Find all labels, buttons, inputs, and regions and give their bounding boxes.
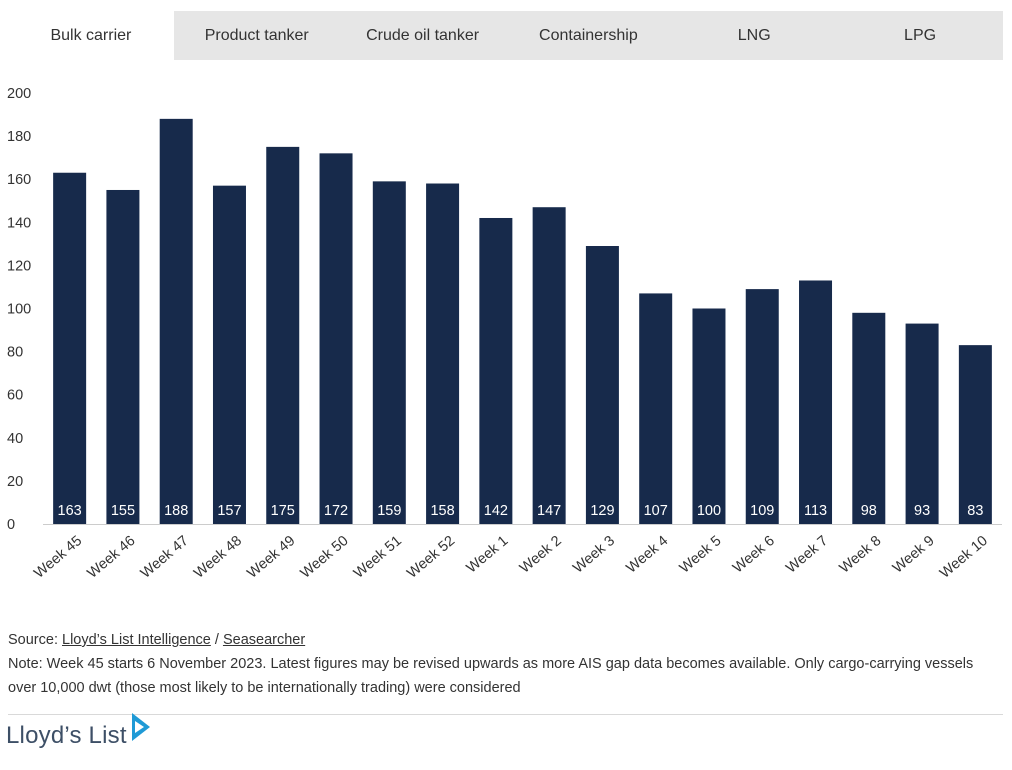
bar-value-label: 100 (697, 503, 721, 519)
bar-value-label: 158 (430, 503, 454, 519)
x-tick-label: Week 9 (890, 533, 938, 577)
bar[interactable] (532, 207, 566, 524)
bar[interactable] (958, 345, 992, 524)
bar[interactable] (745, 289, 779, 524)
y-tick-label: 20 (7, 474, 23, 490)
tab-containership[interactable]: Containership (539, 26, 638, 44)
bar[interactable] (639, 293, 673, 524)
x-tick-label: Week 51 (351, 533, 405, 582)
bar[interactable] (799, 280, 833, 524)
bar-value-label: 98 (861, 503, 877, 519)
bar-value-label: 172 (324, 503, 348, 519)
bar[interactable] (212, 185, 246, 524)
y-tick-label: 200 (7, 86, 31, 102)
y-tick-label: 120 (7, 258, 31, 274)
source-prefix: Source: (8, 632, 62, 648)
y-tick-label: 140 (7, 215, 31, 231)
y-tick-label: 40 (7, 431, 23, 447)
chart-note: Note: Week 45 starts 6 November 2023. La… (8, 656, 974, 696)
x-tick-label: Week 47 (138, 533, 192, 582)
bar[interactable] (692, 308, 726, 525)
bar[interactable] (905, 323, 939, 524)
y-tick-label: 100 (7, 302, 31, 318)
bar[interactable] (319, 153, 353, 524)
bar-value-label: 109 (750, 503, 774, 519)
bar-value-label: 175 (271, 503, 295, 519)
bar-value-label: 155 (111, 503, 135, 519)
y-tick-label: 60 (7, 388, 23, 404)
y-tick-label: 80 (7, 345, 23, 361)
bar[interactable] (372, 181, 406, 524)
source-link-seasearcher[interactable]: Seasearcher (222, 632, 306, 648)
x-tick-label: Week 46 (85, 533, 139, 582)
x-tick-label: Week 10 (937, 533, 991, 582)
x-tick-label: Week 1 (464, 533, 512, 577)
bar[interactable] (426, 183, 460, 524)
bar-value-label: 93 (914, 503, 930, 519)
x-tick-label: Week 6 (730, 533, 778, 577)
x-tick-label: Week 52 (404, 533, 458, 582)
tab-product-tanker[interactable]: Product tanker (204, 26, 309, 44)
source-separator: / (210, 632, 223, 648)
bar[interactable] (106, 189, 140, 524)
bar[interactable] (159, 118, 193, 525)
bar-value-label: 188 (164, 503, 188, 519)
x-tick-label: Week 3 (570, 533, 618, 577)
bar-value-label: 113 (804, 503, 827, 519)
x-tick-label: Week 49 (244, 533, 298, 582)
lloyds-list-arrow-icon (130, 712, 152, 748)
bar-value-label: 129 (590, 503, 614, 519)
chart-tabs: Bulk carrier Product tanker Crude oil ta… (8, 11, 1003, 60)
logo-text: Lloyd’s List (6, 722, 127, 749)
x-tick-label: Week 50 (298, 533, 352, 582)
bar-value-label: 163 (58, 503, 82, 519)
tab-bulk-carrier[interactable]: Bulk carrier (8, 11, 174, 60)
x-tick-label: Week 48 (191, 533, 245, 582)
bar-value-label: 159 (377, 503, 401, 519)
bar[interactable] (585, 246, 619, 524)
x-tick-label: Week 8 (837, 533, 885, 577)
x-tick-label: Week 5 (677, 533, 725, 577)
lloyds-list-logo[interactable]: Lloyd’s List (6, 712, 152, 756)
bar[interactable] (53, 172, 87, 525)
bar[interactable] (479, 217, 513, 525)
tab-lng[interactable]: LNG (737, 26, 771, 44)
chart-footer: Source: Lloyd’s List Intelligence / Seas… (8, 628, 1004, 700)
bar[interactable] (266, 146, 300, 524)
y-tick-label: 160 (7, 172, 31, 188)
bar-value-label: 107 (644, 503, 668, 519)
x-tick-label: Week 45 (31, 533, 85, 582)
tab-lpg[interactable]: LPG (904, 26, 937, 44)
bar-value-label: 142 (484, 503, 508, 519)
tab-crude-oil-tanker[interactable]: Crude oil tanker (366, 26, 480, 44)
y-tick-label: 0 (7, 517, 15, 533)
bar-value-label: 147 (537, 503, 561, 519)
footer-divider (8, 714, 1003, 715)
y-tick-label: 180 (7, 129, 31, 145)
x-tick-label: Week 4 (624, 533, 672, 577)
bar-value-label: 83 (967, 503, 983, 519)
bar[interactable] (852, 312, 886, 524)
bar-value-label: 157 (217, 503, 241, 519)
x-tick-label: Week 2 (517, 533, 565, 577)
bar-chart: 0 20 40 60 80 100 120 140 160 180 200 163 Week 45 155… (7, 86, 1002, 582)
source-line: Source: Lloyd’s List Intelligence / Seas… (8, 628, 1004, 652)
source-link-lloyds-list-intelligence[interactable]: Lloyd’s List Intelligence (62, 632, 211, 648)
x-tick-label: Week 7 (783, 533, 831, 577)
